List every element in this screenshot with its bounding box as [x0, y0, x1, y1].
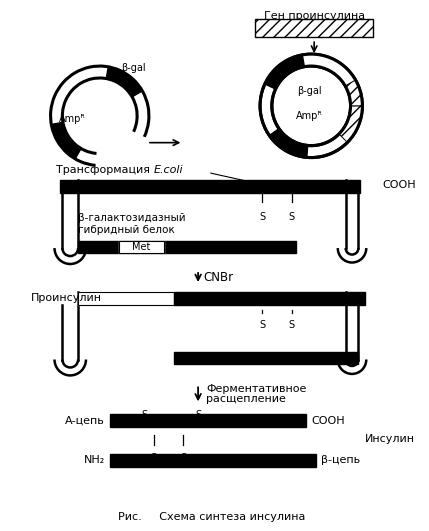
Text: S: S [195, 410, 201, 420]
Text: S: S [259, 212, 265, 222]
Text: S: S [259, 181, 265, 191]
Text: расщепление: расщепление [206, 395, 286, 404]
Wedge shape [302, 54, 356, 86]
Text: S: S [259, 320, 265, 330]
Text: S: S [151, 453, 157, 463]
Wedge shape [265, 55, 305, 89]
Text: NH₂: NH₂ [83, 456, 105, 466]
Text: Проинсулин: Проинсулин [31, 293, 102, 303]
Text: Трансформация: Трансформация [56, 166, 154, 176]
Wedge shape [51, 122, 81, 159]
Bar [255, 19, 373, 37]
Text: гибридный белок: гибридный белок [78, 225, 175, 235]
Text: COOH: COOH [311, 416, 345, 426]
Text: Ферментативное: Ферментативное [206, 384, 306, 395]
Wedge shape [269, 129, 308, 157]
Bar [173, 352, 358, 364]
Text: S: S [259, 297, 265, 307]
Text: Ген проинсулина: Ген проинсулина [263, 11, 365, 21]
Text: β-галактозидазный: β-галактозидазный [78, 213, 186, 223]
Text: E.coli: E.coli [154, 166, 184, 176]
Text: CNBr: CNBr [203, 271, 233, 284]
Bar [78, 292, 173, 305]
Text: Met: Met [133, 242, 151, 252]
Circle shape [272, 66, 350, 145]
Text: β-gal: β-gal [297, 86, 322, 96]
Bar [78, 292, 173, 305]
Text: Ampᴿ: Ampᴿ [296, 111, 323, 121]
Wedge shape [345, 80, 363, 106]
Text: А-цепь: А-цепь [65, 416, 105, 426]
Text: S: S [288, 297, 295, 307]
Bar [119, 241, 164, 253]
Text: Ampᴿ: Ampᴿ [58, 114, 85, 124]
Text: S: S [288, 212, 295, 222]
Wedge shape [339, 106, 363, 142]
Text: S: S [141, 410, 147, 420]
Bar [60, 181, 360, 193]
Bar [173, 292, 366, 305]
Text: S: S [180, 453, 187, 463]
Wedge shape [106, 67, 142, 97]
Bar [109, 414, 306, 427]
Wedge shape [339, 106, 363, 142]
Bar [78, 241, 296, 253]
Wedge shape [345, 80, 363, 106]
Text: β-gal: β-gal [121, 63, 146, 73]
Text: β-цепь: β-цепь [321, 456, 360, 466]
Circle shape [260, 54, 363, 158]
Bar [119, 241, 164, 253]
Text: S: S [288, 320, 295, 330]
Text: COOH: COOH [382, 181, 416, 191]
Text: S: S [151, 419, 157, 429]
Bar [109, 454, 316, 467]
Text: Рис.     Схема синтеза инсулина: Рис. Схема синтеза инсулина [118, 512, 305, 521]
Text: S: S [180, 419, 187, 429]
Text: Инсулин: Инсулин [366, 434, 415, 444]
Text: S: S [288, 181, 295, 191]
